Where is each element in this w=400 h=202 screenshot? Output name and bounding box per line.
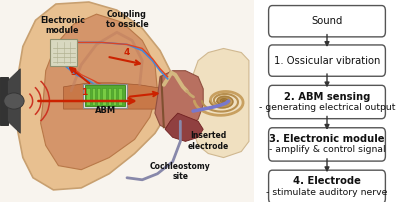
Text: 1. Ossicular vibration: 1. Ossicular vibration	[274, 56, 380, 66]
Text: Electronic
module: Electronic module	[40, 16, 85, 35]
Bar	[108, 88, 111, 105]
Polygon shape	[0, 77, 8, 125]
FancyBboxPatch shape	[50, 39, 78, 66]
Polygon shape	[8, 69, 20, 133]
Polygon shape	[18, 2, 173, 190]
FancyBboxPatch shape	[0, 0, 254, 202]
Text: 4: 4	[124, 47, 130, 57]
Text: Sound: Sound	[311, 16, 343, 26]
FancyBboxPatch shape	[269, 170, 385, 202]
Bar	[113, 88, 116, 105]
Bar	[86, 88, 90, 105]
FancyBboxPatch shape	[269, 85, 385, 119]
Text: 4. Electrode: 4. Electrode	[293, 176, 361, 186]
Text: 1: 1	[81, 88, 87, 97]
Polygon shape	[41, 14, 158, 170]
Text: - amplify & control signal: - amplify & control signal	[269, 145, 385, 154]
Polygon shape	[165, 113, 203, 141]
FancyBboxPatch shape	[82, 84, 127, 108]
Text: 2: 2	[142, 86, 148, 95]
FancyBboxPatch shape	[84, 85, 125, 106]
Circle shape	[4, 93, 24, 109]
Text: 2. ABM sensing: 2. ABM sensing	[284, 92, 370, 102]
Text: ABM: ABM	[95, 106, 116, 115]
Polygon shape	[155, 71, 203, 131]
Polygon shape	[193, 48, 249, 158]
FancyBboxPatch shape	[269, 5, 385, 37]
Text: Coupling
to ossicle: Coupling to ossicle	[106, 10, 148, 29]
Text: - stimulate auditory nerve: - stimulate auditory nerve	[266, 188, 388, 197]
Bar	[118, 88, 122, 105]
Bar	[97, 88, 100, 105]
FancyBboxPatch shape	[269, 128, 385, 161]
Polygon shape	[64, 83, 241, 113]
Bar	[102, 88, 106, 105]
Text: Cochleostomy
site: Cochleostomy site	[150, 162, 211, 181]
Bar	[92, 88, 95, 105]
Text: - generating electrical output: - generating electrical output	[259, 103, 395, 112]
FancyBboxPatch shape	[269, 45, 385, 76]
Text: Inserted
electrode: Inserted electrode	[188, 131, 229, 151]
Text: 3: 3	[70, 68, 77, 77]
Text: 3. Electronic module: 3. Electronic module	[269, 134, 385, 144]
